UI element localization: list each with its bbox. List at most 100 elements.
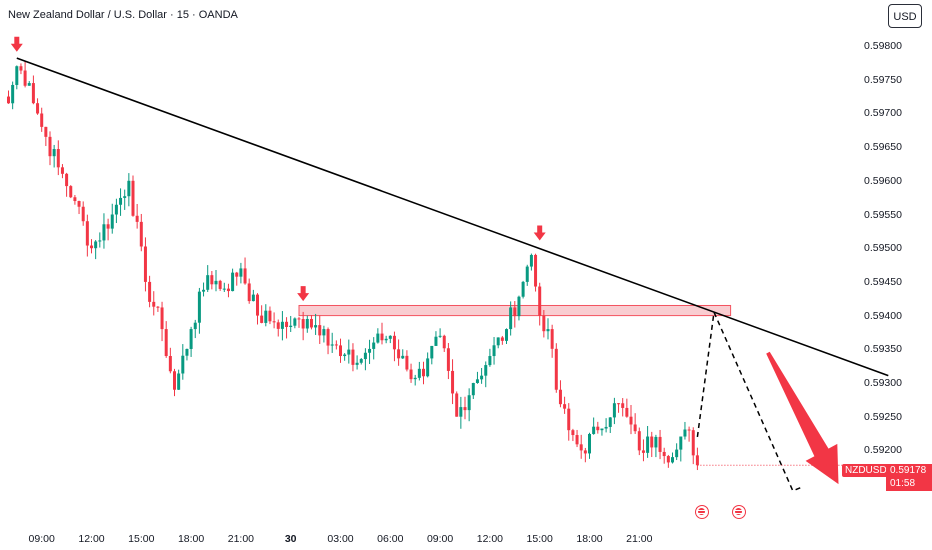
- candle-body: [608, 417, 612, 427]
- forecast-arrow: [766, 351, 839, 485]
- candle-body: [430, 345, 434, 359]
- candle-body: [687, 429, 691, 431]
- candle-body: [529, 254, 533, 267]
- candle-body: [372, 342, 376, 349]
- y-tick-label: 0.59750: [864, 73, 902, 86]
- candle-body: [588, 433, 591, 454]
- candle-body: [322, 329, 326, 336]
- candle-body: [23, 70, 27, 86]
- candle-body: [235, 272, 239, 277]
- y-tick-label: 0.59550: [864, 208, 902, 221]
- candle-body: [56, 149, 60, 168]
- x-tick-label: 09:00: [28, 533, 55, 545]
- candle-body: [671, 457, 674, 463]
- candle-body: [339, 345, 342, 357]
- candle-body: [650, 436, 654, 448]
- candle-body: [239, 268, 243, 277]
- candle-body: [438, 335, 442, 337]
- candle-body: [426, 358, 430, 377]
- candle-body: [135, 215, 139, 222]
- x-tick-label: 12:00: [78, 533, 105, 545]
- candle-body: [654, 436, 658, 448]
- us-flag-event-icon[interactable]: [694, 505, 709, 519]
- candle-body: [65, 173, 69, 187]
- y-tick-label: 0.59400: [864, 309, 902, 322]
- candle-body: [301, 319, 305, 329]
- candle-body: [662, 451, 666, 457]
- candle-body: [15, 66, 19, 85]
- candle-body: [27, 83, 31, 86]
- x-tick-label: 15:00: [526, 533, 553, 545]
- candle-body: [81, 206, 85, 222]
- candle-body: [480, 375, 484, 380]
- candle-body: [206, 275, 210, 290]
- x-tick-label: 21:00: [626, 533, 653, 545]
- candle-body: [110, 214, 114, 229]
- candle-body: [451, 370, 455, 394]
- currency-button[interactable]: USD: [888, 4, 922, 28]
- candle-body: [455, 393, 459, 417]
- candle-body: [658, 436, 662, 452]
- candle-body: [550, 329, 554, 349]
- candle-body: [168, 356, 172, 372]
- candle-body: [397, 349, 401, 359]
- last-price: 0.59178: [890, 465, 927, 476]
- candle-body: [106, 224, 110, 229]
- candle-body: [525, 266, 529, 282]
- candle-body: [280, 321, 284, 329]
- candle-body: [114, 204, 118, 215]
- candle-body: [102, 224, 106, 241]
- candle-body: [388, 335, 392, 339]
- candle-body: [19, 66, 23, 71]
- candle-body: [31, 83, 35, 104]
- candle-body: [417, 368, 421, 378]
- candle-body: [127, 180, 131, 197]
- candle-body: [318, 325, 322, 336]
- last-price-tag: 0.59178 01:58: [886, 464, 932, 491]
- candle-body: [558, 389, 562, 405]
- candle-body: [272, 321, 276, 323]
- candle-body: [40, 113, 44, 127]
- candle-body: [210, 275, 214, 285]
- candle-body: [641, 450, 645, 453]
- candle-body: [571, 430, 575, 436]
- candle-body: [226, 288, 230, 292]
- bar-countdown: 01:58: [890, 478, 916, 489]
- candle-body: [392, 335, 396, 350]
- candle-body: [123, 196, 127, 198]
- y-tick-label: 0.59450: [864, 275, 902, 288]
- x-tick-label: 09:00: [426, 533, 454, 545]
- candle-body: [131, 180, 135, 216]
- candle-body: [94, 241, 98, 249]
- candle-body: [695, 455, 699, 466]
- symbol-label: NZDUSD: [842, 464, 890, 477]
- candle-body: [546, 329, 550, 332]
- candle-body: [251, 294, 255, 302]
- candle-body: [517, 296, 521, 317]
- candle-body: [413, 377, 417, 380]
- candle-body: [164, 329, 168, 357]
- candle-body: [500, 337, 504, 341]
- candle-body: [488, 356, 492, 366]
- y-tick-label: 0.59300: [864, 377, 902, 389]
- us-flag-event-icon[interactable]: [731, 505, 746, 519]
- candle-body: [44, 126, 48, 137]
- candle-body: [675, 449, 679, 458]
- candle-body: [475, 379, 479, 383]
- y-tick-label: 0.59250: [864, 410, 902, 423]
- candle-body: [368, 348, 372, 353]
- candle-body: [683, 429, 687, 437]
- candle-body: [193, 322, 197, 330]
- candle-body: [538, 286, 542, 316]
- candle-body: [351, 349, 355, 365]
- candle-body: [646, 436, 650, 453]
- down-arrow-marker-icon: [297, 286, 310, 302]
- candle-body: [384, 338, 388, 341]
- candle-body: [285, 321, 289, 327]
- candle-body: [679, 436, 683, 450]
- candle-body: [355, 362, 359, 365]
- descending-trendline: [16, 57, 889, 377]
- candle-body: [405, 355, 409, 370]
- candle-body: [160, 307, 164, 330]
